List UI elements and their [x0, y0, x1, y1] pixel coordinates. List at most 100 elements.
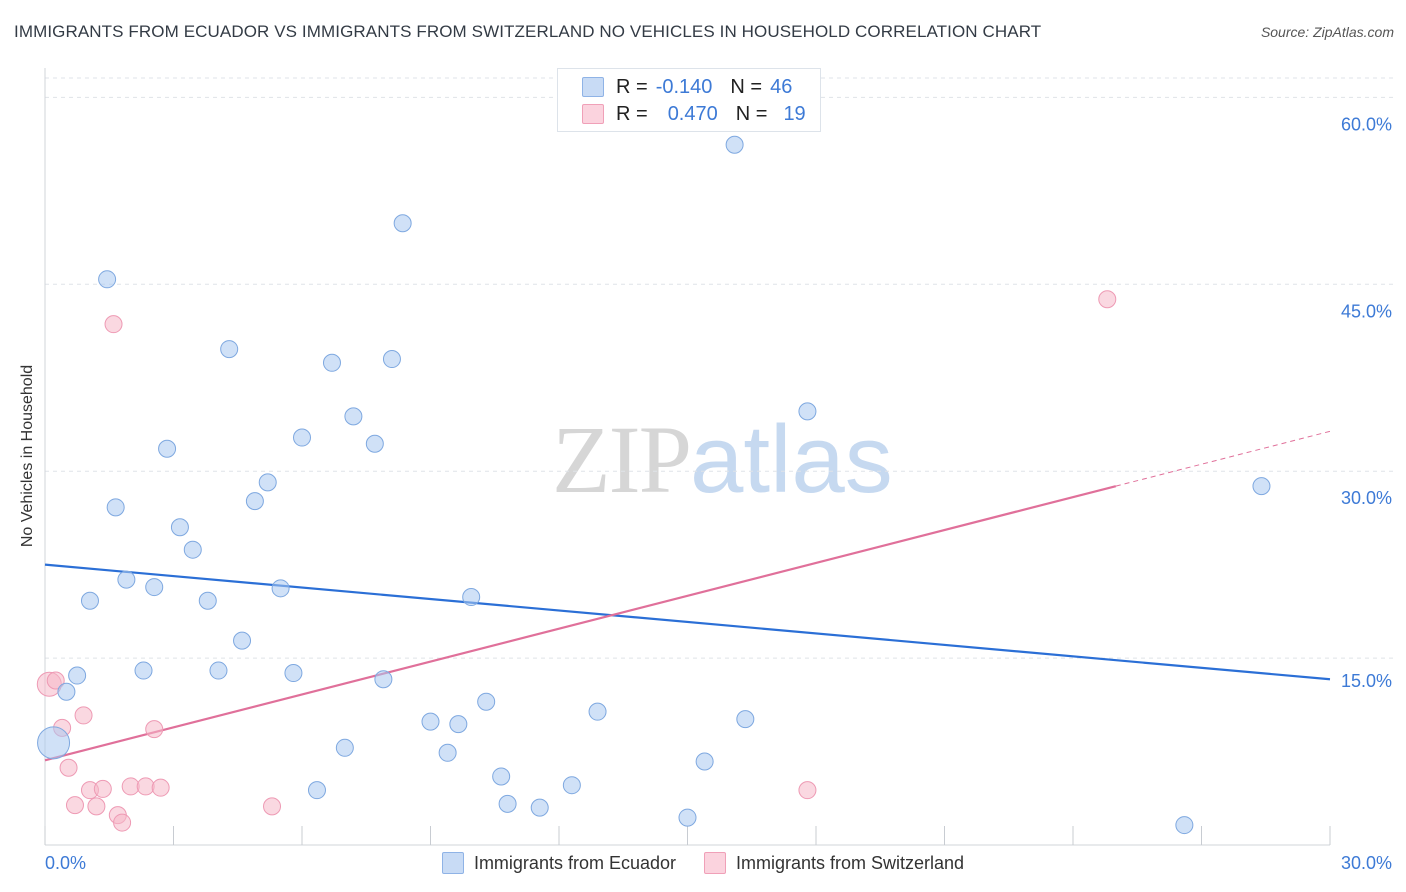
y-tick-label: 60.0% — [1341, 114, 1392, 134]
data-point-ecuador — [421, 712, 440, 731]
data-point-ecuador — [220, 340, 239, 359]
data-point-ecuador — [57, 682, 76, 701]
data-point-ecuador — [678, 808, 697, 827]
correlation-legend: R = -0.140 N = 46 R = 0.470 N = 19 — [557, 68, 821, 132]
y-tick-label: 15.0% — [1341, 671, 1392, 691]
data-point-ecuador — [798, 402, 817, 421]
data-point-ecuador — [382, 350, 401, 369]
data-point-ecuador — [170, 518, 189, 537]
series-label-ecuador: Immigrants from Ecuador — [473, 852, 676, 873]
data-point-ecuador — [245, 492, 264, 511]
legend-r-label: R = — [616, 102, 648, 125]
y-tick-label: 30.0% — [1341, 488, 1392, 508]
data-point-ecuador — [695, 752, 714, 771]
data-point-ecuador — [462, 588, 481, 607]
legend-n-label: N = — [735, 102, 768, 125]
data-point-switzerland — [151, 778, 170, 797]
series-swatch-switzerland — [704, 852, 726, 874]
data-point-ecuador — [530, 798, 549, 817]
series-legend: Immigrants from Ecuador Immigrants from … — [0, 852, 1406, 874]
data-point-ecuador — [562, 776, 581, 795]
axes — [44, 68, 1331, 846]
legend-n-value: 19 — [783, 102, 806, 125]
x-tick-label: 0.0% — [45, 853, 86, 873]
trend-line-switzerland — [44, 485, 1117, 762]
legend-row-switzerland: R = 0.470 N = 19 — [582, 101, 806, 127]
data-point-ecuador — [106, 498, 125, 517]
series-legend-ecuador: Immigrants from Ecuador — [441, 852, 676, 874]
chart-title: IMMIGRANTS FROM ECUADOR VS IMMIGRANTS FR… — [14, 22, 1042, 41]
data-point-switzerland — [136, 777, 155, 796]
data-points — [36, 135, 1271, 835]
legend-r-value: -0.140 — [655, 75, 713, 98]
legend-n-label: N = — [730, 75, 763, 98]
data-point-switzerland — [59, 758, 78, 777]
data-point-switzerland — [104, 315, 123, 334]
data-point-ecuador — [492, 767, 511, 786]
data-point-ecuador — [80, 591, 99, 610]
data-point-ecuador — [393, 214, 412, 233]
legend-row-ecuador: R = -0.140 N = 46 — [582, 74, 792, 100]
x-tick-label: 30.0% — [1341, 853, 1392, 873]
data-point-ecuador — [117, 570, 136, 589]
data-point-ecuador — [198, 591, 217, 610]
data-point-ecuador — [588, 702, 607, 721]
trend-line-ecuador — [44, 563, 1331, 681]
data-point-ecuador — [209, 661, 228, 680]
data-point-ecuador — [37, 726, 71, 760]
legend-r-value: 0.470 — [667, 102, 718, 125]
data-point-switzerland — [798, 781, 817, 800]
data-point-ecuador — [477, 692, 496, 711]
data-point-switzerland — [263, 797, 282, 816]
zipatlas-watermark: ZIPatlas — [552, 404, 893, 515]
data-point-ecuador — [365, 434, 384, 453]
data-point-ecuador — [158, 439, 177, 458]
trend-lines — [44, 430, 1331, 762]
data-point-ecuador — [322, 353, 341, 372]
legend-n-value: 46 — [770, 75, 793, 98]
data-point-ecuador — [271, 579, 290, 598]
grid-lines — [45, 77, 1395, 659]
data-point-ecuador — [1175, 816, 1194, 835]
series-swatch-ecuador — [441, 852, 464, 874]
watermark-zip: ZIP — [552, 406, 692, 513]
data-point-switzerland — [65, 796, 84, 815]
series-label-switzerland: Immigrants from Switzerland — [736, 852, 965, 873]
data-point-ecuador — [335, 738, 354, 757]
data-point-ecuador — [134, 661, 153, 680]
data-point-ecuador — [98, 270, 117, 289]
legend-swatch-switzerland — [582, 104, 604, 124]
data-point-switzerland — [113, 813, 132, 832]
data-point-ecuador — [344, 407, 363, 426]
data-point-ecuador — [725, 135, 744, 154]
series-legend-switzerland: Immigrants from Switzerland — [704, 852, 964, 874]
data-point-ecuador — [293, 428, 311, 447]
legend-r-label: R = — [616, 75, 648, 98]
data-point-ecuador — [307, 781, 326, 800]
data-point-switzerland — [121, 777, 140, 796]
data-point-switzerland — [1098, 290, 1117, 309]
data-point-ecuador — [183, 540, 202, 559]
data-point-ecuador — [449, 715, 468, 734]
data-point-ecuador — [498, 794, 517, 813]
data-point-switzerland — [145, 720, 164, 739]
data-point-switzerland — [87, 797, 106, 816]
data-point-switzerland — [74, 706, 93, 725]
watermark-atlas: atlas — [690, 406, 893, 513]
data-point-ecuador — [438, 743, 457, 762]
data-point-ecuador — [145, 578, 164, 597]
y-tick-label: 45.0% — [1341, 301, 1392, 321]
data-point-ecuador — [233, 631, 252, 650]
data-point-switzerland — [46, 671, 65, 690]
data-point-ecuador — [258, 473, 277, 492]
legend-swatch-ecuador — [582, 77, 604, 97]
data-point-ecuador — [68, 666, 87, 685]
data-point-ecuador — [736, 710, 755, 729]
data-point-ecuador — [284, 664, 303, 683]
data-point-ecuador — [1252, 477, 1271, 496]
data-point-switzerland — [93, 779, 112, 798]
source-credit: Source: ZipAtlas.com — [1260, 24, 1394, 40]
trend-line-switzerland-extension — [1115, 430, 1331, 487]
data-point-ecuador — [374, 670, 393, 689]
